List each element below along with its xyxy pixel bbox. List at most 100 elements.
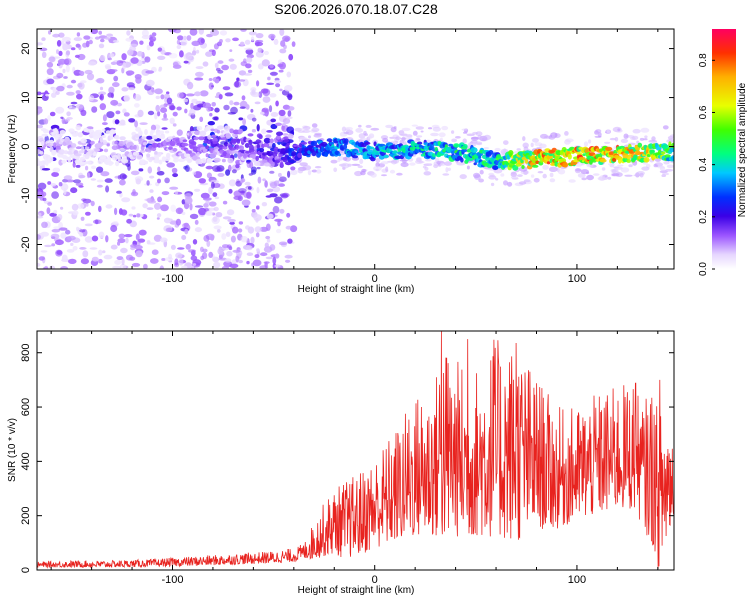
spectrogram-cell xyxy=(507,181,513,187)
spectrogram-cell xyxy=(389,169,396,174)
spectrogram-cell xyxy=(181,211,186,216)
spectrogram-x-label: Height of straight line (km) xyxy=(298,284,415,295)
spectrogram-cell xyxy=(205,145,210,150)
spectrogram-cell xyxy=(149,175,155,179)
spectrogram-cell xyxy=(107,57,113,61)
spectrogram-cell xyxy=(223,141,229,147)
spectrogram-cell xyxy=(205,200,210,204)
spectrogram-cell xyxy=(38,212,42,217)
spectrogram-cell xyxy=(175,218,181,226)
spectrogram-cell xyxy=(75,43,81,48)
spectrogram-cell xyxy=(160,49,166,55)
spectrogram-cell xyxy=(157,151,162,157)
spectrogram-cell xyxy=(80,138,88,144)
spectrogram-cell xyxy=(191,40,201,46)
spectrogram-cell xyxy=(279,176,287,182)
spectrogram-cell xyxy=(91,256,99,262)
spectrogram-cell xyxy=(251,166,257,173)
spectrogram-cell xyxy=(108,86,115,94)
spectrogram-cell xyxy=(178,258,184,266)
spectrogram-cell xyxy=(58,182,63,187)
spectrogram-cell xyxy=(263,142,270,148)
spectrogram-cell xyxy=(71,203,79,211)
spectrogram-cell xyxy=(157,178,161,184)
spectrogram-cell xyxy=(299,136,307,139)
spectrogram-cell xyxy=(620,167,630,173)
spectrogram-cell xyxy=(196,126,203,131)
spectrogram-cell xyxy=(121,258,125,266)
spectrogram-cell xyxy=(154,151,158,156)
spectrogram-cell xyxy=(378,143,386,147)
spectrogram-cell xyxy=(486,163,493,168)
spectrogram-cell xyxy=(55,106,65,114)
x-tick-label: 0 xyxy=(372,273,378,285)
spectrogram-cell xyxy=(264,242,269,248)
spectrogram-cell xyxy=(290,225,298,233)
spectrogram-cell xyxy=(623,133,629,139)
spectrogram-cell xyxy=(207,134,212,140)
spectrogram-cell xyxy=(119,136,126,141)
spectrogram-cell xyxy=(194,219,199,225)
spectrogram-frame xyxy=(36,28,675,270)
spectrogram-cell xyxy=(530,142,534,148)
spectrogram-cell xyxy=(145,70,155,74)
spectrogram-cell xyxy=(62,68,66,74)
spectrogram-cell xyxy=(211,102,216,107)
spectrogram-cell xyxy=(125,237,129,244)
spectrogram-cell xyxy=(229,100,234,106)
spectrogram-cell xyxy=(266,238,271,243)
spectrogram-cell xyxy=(399,159,409,162)
spectrogram-cell xyxy=(522,136,526,142)
spectrogram-cell xyxy=(260,252,268,257)
spectrogram-cell xyxy=(150,129,155,133)
y-tick-label: 10 xyxy=(20,91,32,103)
spectrogram-cell xyxy=(470,147,478,154)
spectrogram-cell xyxy=(369,146,375,150)
spectrogram-cell xyxy=(516,148,521,151)
spectrogram-cell xyxy=(92,151,97,157)
spectrogram-cell xyxy=(310,140,318,147)
spectrogram-cell xyxy=(582,153,586,157)
spectrogram-cell xyxy=(84,223,93,227)
spectrogram-cell xyxy=(105,185,110,193)
spectrogram-cell xyxy=(205,51,213,57)
spectrogram-cell xyxy=(307,170,312,176)
spectrogram-cell xyxy=(297,152,302,158)
spectrogram-cell xyxy=(593,173,600,176)
spectrogram-cell xyxy=(222,151,228,157)
spectrogram-cell xyxy=(156,213,162,218)
x-tick-label: 100 xyxy=(568,273,586,285)
spectrogram-cell xyxy=(147,110,155,116)
spectrogram-cell xyxy=(135,250,143,258)
spectrogram-cell xyxy=(226,244,232,249)
spectrogram-cell xyxy=(524,158,529,164)
spectrogram-cell xyxy=(184,228,189,235)
spectrogram-cell xyxy=(51,92,57,98)
spectrogram-cell xyxy=(90,178,97,181)
spectrogram-cell xyxy=(181,265,188,269)
spectrogram-cell xyxy=(66,111,71,117)
spectrogram-cell xyxy=(176,92,184,99)
spectrogram-cell xyxy=(66,91,75,96)
spectrogram-cell xyxy=(205,165,214,170)
spectrogram-cell xyxy=(116,190,122,194)
spectrogram-cell xyxy=(228,179,237,187)
spectrogram-cell xyxy=(274,196,283,204)
spectrogram-cell xyxy=(110,99,119,106)
spectrogram-cell xyxy=(628,164,633,168)
spectrogram-cell xyxy=(54,239,64,246)
spectrogram-cell xyxy=(222,86,231,91)
spectrogram-cell xyxy=(169,140,176,147)
spectrogram-cell xyxy=(229,147,237,151)
spectrogram-cell xyxy=(151,142,159,148)
spectrogram-cell xyxy=(86,172,91,179)
spectrogram-cell xyxy=(664,168,674,172)
spectrogram-cell xyxy=(168,253,173,260)
spectrogram-cell xyxy=(188,158,193,162)
spectrogram-cell xyxy=(172,147,178,152)
spectrogram-cell xyxy=(176,106,182,111)
spectrogram-cell xyxy=(190,102,194,110)
spectrogram-cell xyxy=(270,118,277,123)
spectrogram-cell xyxy=(343,138,349,144)
spectrogram-cell xyxy=(42,197,47,202)
